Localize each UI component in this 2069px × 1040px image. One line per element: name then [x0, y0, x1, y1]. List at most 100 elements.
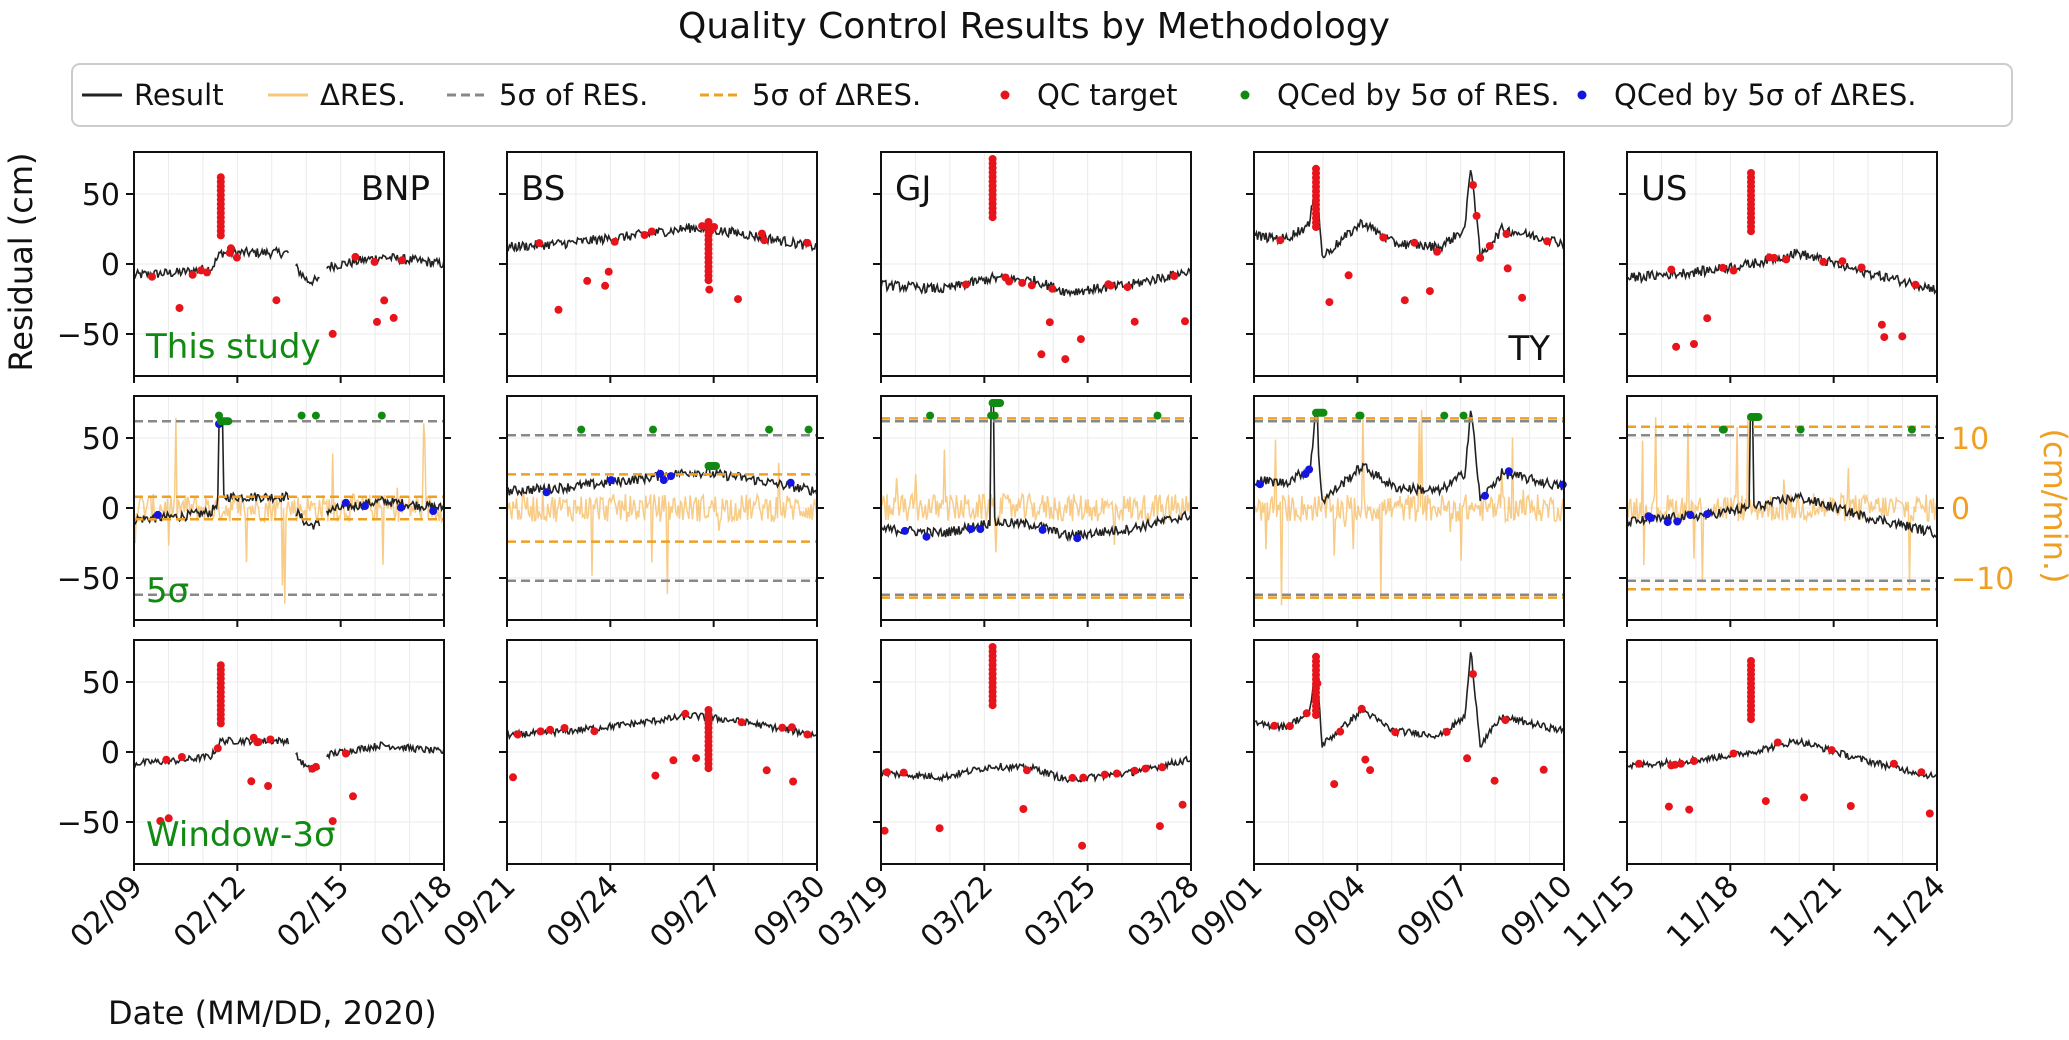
qc-target-point [1880, 333, 1889, 342]
legend-marker-qc_res [1240, 90, 1250, 100]
station-label-bnp: BNP [361, 169, 430, 209]
qc-target-point [988, 701, 997, 710]
qc-target-point [1130, 766, 1139, 775]
qc-dres-point [922, 532, 931, 541]
qc-dres-point [153, 510, 162, 519]
qc-target-point [1685, 805, 1694, 814]
delta-residual-series [506, 462, 818, 594]
qc-target-point [583, 276, 592, 285]
y-tick-label: −50 [57, 806, 120, 841]
qc-target-point [266, 735, 275, 744]
result-series [133, 245, 445, 287]
qc-res-point [1907, 425, 1916, 434]
qc-target-point [762, 766, 771, 775]
panel-bnp-this_study: −50 0 50 BNP This study [57, 151, 445, 383]
qc-target-point [1112, 769, 1121, 778]
qc-dres-point [656, 469, 665, 478]
qc-target-point [1312, 711, 1320, 719]
qc-target-point [778, 723, 787, 732]
panel-gj-this_study: GJ [873, 151, 1192, 383]
qc-target-point [1539, 765, 1548, 774]
qc-target-point [1747, 227, 1755, 236]
qc-target-point [177, 753, 186, 761]
qc-target-point [328, 329, 337, 338]
y-tick-label: −50 [57, 318, 120, 353]
qc-target-point [156, 817, 165, 825]
qc-target-point [1690, 757, 1698, 765]
qc-target-point [1543, 237, 1552, 246]
qc-target-point [216, 719, 225, 728]
qc-target-point [1925, 809, 1934, 818]
qc-target-point [373, 317, 381, 326]
qc-target-point [380, 296, 389, 305]
qc-res-point [311, 411, 320, 420]
qc-target-point [546, 725, 555, 734]
result-series [880, 405, 1192, 542]
qc-target-point [1747, 715, 1755, 724]
qc-target-point [935, 824, 944, 833]
panel-ty-five_sigma [1246, 395, 1571, 627]
result-series [1253, 170, 1565, 260]
qc-target-point [1045, 318, 1054, 327]
qc-target-point [1400, 296, 1409, 305]
qc-target-point [1889, 759, 1898, 768]
qc-target-point [880, 826, 889, 835]
qc-target-point [1158, 763, 1167, 772]
qc-target-point [254, 738, 263, 746]
qc-target-point [148, 272, 156, 281]
qc-target-point [601, 281, 610, 290]
legend-marker-qc_target [1000, 90, 1010, 100]
qc-target-point [1490, 776, 1499, 785]
qc-target-point [698, 222, 707, 231]
y-tick-label: 50 [82, 422, 120, 457]
qc-target-point [705, 285, 714, 294]
qc-target-point [1761, 797, 1770, 806]
qc-target-point [640, 231, 649, 239]
legend-label-qc_target: QC target [1037, 78, 1177, 112]
qc-target-point [1729, 749, 1738, 758]
method-label-window: Window-3σ [146, 815, 336, 855]
qc-dres-point [607, 476, 616, 485]
qc-target-point [216, 231, 225, 240]
qc-dres-point [1558, 480, 1567, 489]
qc-target-point [370, 257, 379, 266]
qc-target-point [1078, 841, 1087, 850]
result-series [506, 711, 818, 741]
qc-target-point [1476, 253, 1485, 262]
qc-target-point [1100, 770, 1109, 779]
qc-target-point [1325, 298, 1334, 307]
qc-target-point [1838, 257, 1847, 266]
delta-residual-series [1626, 415, 1938, 585]
station-label-us: US [1641, 169, 1687, 209]
qc-target-point [1361, 755, 1370, 764]
qc-target-point [1667, 265, 1676, 274]
qc-dres-point [1256, 480, 1264, 489]
qc-target-point [962, 280, 970, 289]
panel-us-this_study: US [1619, 151, 1938, 383]
qc-target-point [704, 764, 713, 773]
qc-target-point [349, 792, 357, 801]
qc-target-point [247, 777, 256, 786]
qc-target-point [1501, 716, 1510, 725]
qc-target-point [162, 755, 171, 764]
qc-dres-point [976, 525, 985, 534]
y-right-tick-label: 0 [1951, 492, 1970, 527]
legend: Result ΔRES. 5σ of RES. 5σ of ΔRES. QC targe… [71, 63, 2013, 127]
qc-res-point [1356, 411, 1365, 420]
qc-target-point [1672, 342, 1681, 351]
y-tick-label: 50 [82, 178, 120, 213]
qc-res-point [1459, 411, 1468, 420]
qc-target-point [1469, 181, 1477, 189]
qc-target-point [1718, 263, 1727, 272]
qc-target-point [1344, 271, 1353, 280]
legend-label-qc_dres: QCed by 5σ of ΔRES. [1614, 78, 1917, 112]
qc-dres-point [1301, 470, 1310, 478]
qc-target-point [1001, 273, 1010, 282]
qc-target-point [264, 782, 273, 790]
qc-dres-point [1686, 511, 1695, 519]
y-axis-label: Residual (cm) [2, 152, 40, 371]
qc-target-point [1357, 704, 1366, 713]
qc-dres-point [1504, 467, 1513, 476]
qc-target-point [1181, 317, 1189, 326]
